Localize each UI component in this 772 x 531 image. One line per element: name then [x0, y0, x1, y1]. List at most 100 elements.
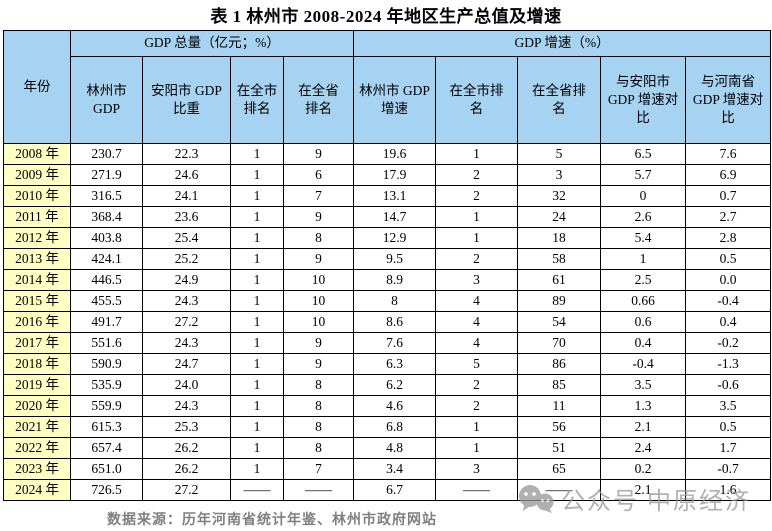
- data-cell: 12.9: [353, 227, 437, 249]
- data-cell: 2: [435, 374, 519, 396]
- data-cell: 4.6: [353, 395, 437, 417]
- column-header-4: 林州市 GDP 增速: [353, 56, 437, 144]
- data-cell: 6.3: [353, 353, 437, 375]
- group-header-gdp-growth: GDP 增速（%）: [353, 30, 772, 57]
- column-header-row: 林州市 GDP 安阳市 GDP 比重 在全市 排名 在全省 排名 林州市 GDP 增速在…: [4, 56, 772, 144]
- data-cell: 2.7: [685, 206, 772, 228]
- data-cell: 24: [517, 206, 602, 228]
- data-cell: 6.2: [353, 374, 437, 396]
- data-cell: -0.4: [600, 353, 687, 375]
- data-cell: -0.4: [685, 290, 772, 312]
- data-cell: 5: [517, 143, 602, 165]
- data-cell: 58: [517, 248, 602, 270]
- data-cell: 1: [230, 353, 284, 375]
- data-cell: 8: [282, 227, 355, 249]
- data-cell: 51: [517, 437, 602, 459]
- data-cell: 24.3: [142, 395, 231, 417]
- data-cell: 1: [435, 437, 519, 459]
- data-cell: 24.3: [142, 290, 231, 312]
- data-cell: 25.3: [142, 416, 231, 438]
- data-cell: 1.6: [685, 479, 772, 501]
- data-cell: 1: [230, 206, 284, 228]
- data-cell: 24.1: [142, 185, 231, 207]
- data-cell: 23.6: [142, 206, 231, 228]
- data-cell: 2: [435, 395, 519, 417]
- year-cell: 2008 年: [3, 143, 71, 165]
- year-cell: 2023 年: [3, 458, 71, 480]
- year-cell: 2022 年: [3, 437, 71, 459]
- data-cell: 657.4: [70, 437, 143, 459]
- data-cell: 446.5: [70, 269, 143, 291]
- data-cell: 1: [230, 248, 284, 270]
- data-cell: 10: [282, 311, 355, 333]
- data-cell: 3.4: [353, 458, 437, 480]
- data-cell: 4: [435, 311, 519, 333]
- column-header-2: 在全市 排名: [230, 56, 284, 144]
- year-cell: 2011 年: [3, 206, 71, 228]
- data-cell: 1: [435, 143, 519, 165]
- data-cell: 1: [435, 416, 519, 438]
- data-cell: 9: [282, 248, 355, 270]
- data-cell: 11: [517, 395, 602, 417]
- data-cell: 0.5: [685, 416, 772, 438]
- data-cell: 2.1: [600, 479, 687, 501]
- data-cell: 13.1: [353, 185, 437, 207]
- data-cell: 54: [517, 311, 602, 333]
- table-row: 2017 年 551.6 24.3 1 9 7.6 4 70 0.4 -0.2: [3, 332, 772, 354]
- data-cell: 316.5: [70, 185, 143, 207]
- data-cell: 1: [230, 227, 284, 249]
- data-cell: 6: [282, 164, 355, 186]
- year-cell: 2024 年: [3, 479, 71, 501]
- data-cell: -1.3: [685, 353, 772, 375]
- data-cell: 1.7: [685, 437, 772, 459]
- data-cell: -0.2: [685, 332, 772, 354]
- data-cell: 8: [353, 290, 437, 312]
- data-cell: 4: [435, 332, 519, 354]
- data-cell: 1: [230, 416, 284, 438]
- data-cell: 726.5: [70, 479, 143, 501]
- data-cell: 8: [282, 395, 355, 417]
- data-cell: -0.6: [685, 374, 772, 396]
- data-cell: 56: [517, 416, 602, 438]
- data-cell: 9: [282, 332, 355, 354]
- data-cell: 61: [517, 269, 602, 291]
- data-cell: 27.2: [142, 479, 231, 501]
- data-cell: 7: [282, 458, 355, 480]
- data-cell: 2: [435, 248, 519, 270]
- table-row: 2011 年 368.4 23.6 1 9 14.7 1 24 2.6 2.7: [3, 206, 772, 228]
- table-row: 2013 年 424.1 25.2 1 9 9.5 2 58 1 0.5: [3, 248, 772, 270]
- data-cell: ——: [282, 479, 355, 501]
- data-cell: 8: [282, 416, 355, 438]
- data-cell: 3: [435, 269, 519, 291]
- data-cell: 491.7: [70, 311, 143, 333]
- data-cell: 590.9: [70, 353, 143, 375]
- data-cell: 89: [517, 290, 602, 312]
- column-header-7: 与安阳市 GDP 增速对 比: [600, 56, 687, 144]
- data-cell: 86: [517, 353, 602, 375]
- data-cell: 4.8: [353, 437, 437, 459]
- data-cell: 2: [435, 185, 519, 207]
- data-cell: 1: [230, 395, 284, 417]
- data-cell: 2.6: [600, 206, 687, 228]
- data-cell: 10: [282, 269, 355, 291]
- table-row: 2008 年 230.7 22.3 1 9 19.6 1 5 6.5 7.6: [3, 143, 772, 165]
- table-row: 2022 年 657.4 26.2 1 8 4.8 1 51 2.4 1.7: [3, 437, 772, 459]
- data-cell: 1: [230, 437, 284, 459]
- data-cell: 5: [435, 353, 519, 375]
- year-cell: 2021 年: [3, 416, 71, 438]
- data-cell: 32: [517, 185, 602, 207]
- data-cell: 8: [282, 437, 355, 459]
- data-cell: 85: [517, 374, 602, 396]
- column-header-3: 在全省 排名: [282, 56, 355, 144]
- data-cell: 65: [517, 458, 602, 480]
- data-cell: 2.1: [600, 416, 687, 438]
- data-cell: 7.6: [353, 332, 437, 354]
- year-cell: 2014 年: [3, 269, 71, 291]
- data-cell: -0.7: [685, 458, 772, 480]
- data-cell: 5.4: [600, 227, 687, 249]
- data-cell: 9: [282, 353, 355, 375]
- data-cell: 0.6: [600, 311, 687, 333]
- data-cell: 1: [230, 332, 284, 354]
- data-cell: 8.6: [353, 311, 437, 333]
- table-row: 2014 年 446.5 24.9 1 10 8.9 3 61 2.5 0.0: [3, 269, 772, 291]
